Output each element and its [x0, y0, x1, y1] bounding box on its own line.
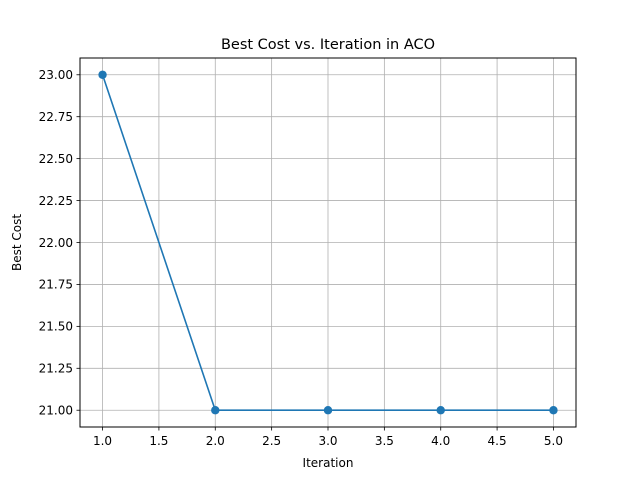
y-axis: 21.00 21.25 21.50 21.75 22.00 22.25 22.50 22.75…	[39, 68, 80, 418]
data-point	[323, 406, 333, 415]
series-layer	[98, 70, 558, 415]
x-tick-label: 1.5	[149, 434, 168, 448]
y-tick-label: 21.75	[39, 278, 73, 292]
x-tick-label: 2.5	[262, 434, 281, 448]
chart-title: Best Cost vs. Iteration in ACO	[221, 37, 435, 53]
data-point	[436, 406, 445, 415]
x-axis-label: Iteration	[303, 456, 354, 470]
y-tick-label: 22.25	[39, 194, 73, 208]
y-tick-label: 22.50	[39, 152, 73, 166]
x-tick-label: 1.0	[93, 434, 112, 448]
data-point	[211, 406, 220, 415]
data-point	[549, 406, 558, 415]
x-tick-label: 3.0	[318, 434, 337, 448]
grid	[80, 58, 576, 427]
x-tick-label: 4.0	[431, 434, 450, 448]
x-tick-label: 5.0	[544, 434, 563, 448]
x-tick-label: 4.5	[488, 434, 507, 448]
y-tick-label: 21.00	[39, 404, 73, 418]
y-tick-label: 23.00	[39, 68, 73, 82]
y-tick-label: 21.50	[39, 320, 73, 334]
x-axis: 1.0 1.5 2.0 2.5 3.0 3.5 4.0 4.5 5.0	[93, 427, 563, 448]
y-tick-label: 22.75	[39, 110, 73, 124]
x-tick-label: 3.5	[375, 434, 394, 448]
x-tick-label: 2.0	[206, 434, 225, 448]
data-point	[98, 70, 107, 79]
y-tick-label: 21.25	[39, 362, 73, 376]
y-axis-label: Best Cost	[10, 214, 24, 271]
y-tick-label: 22.00	[39, 236, 73, 250]
